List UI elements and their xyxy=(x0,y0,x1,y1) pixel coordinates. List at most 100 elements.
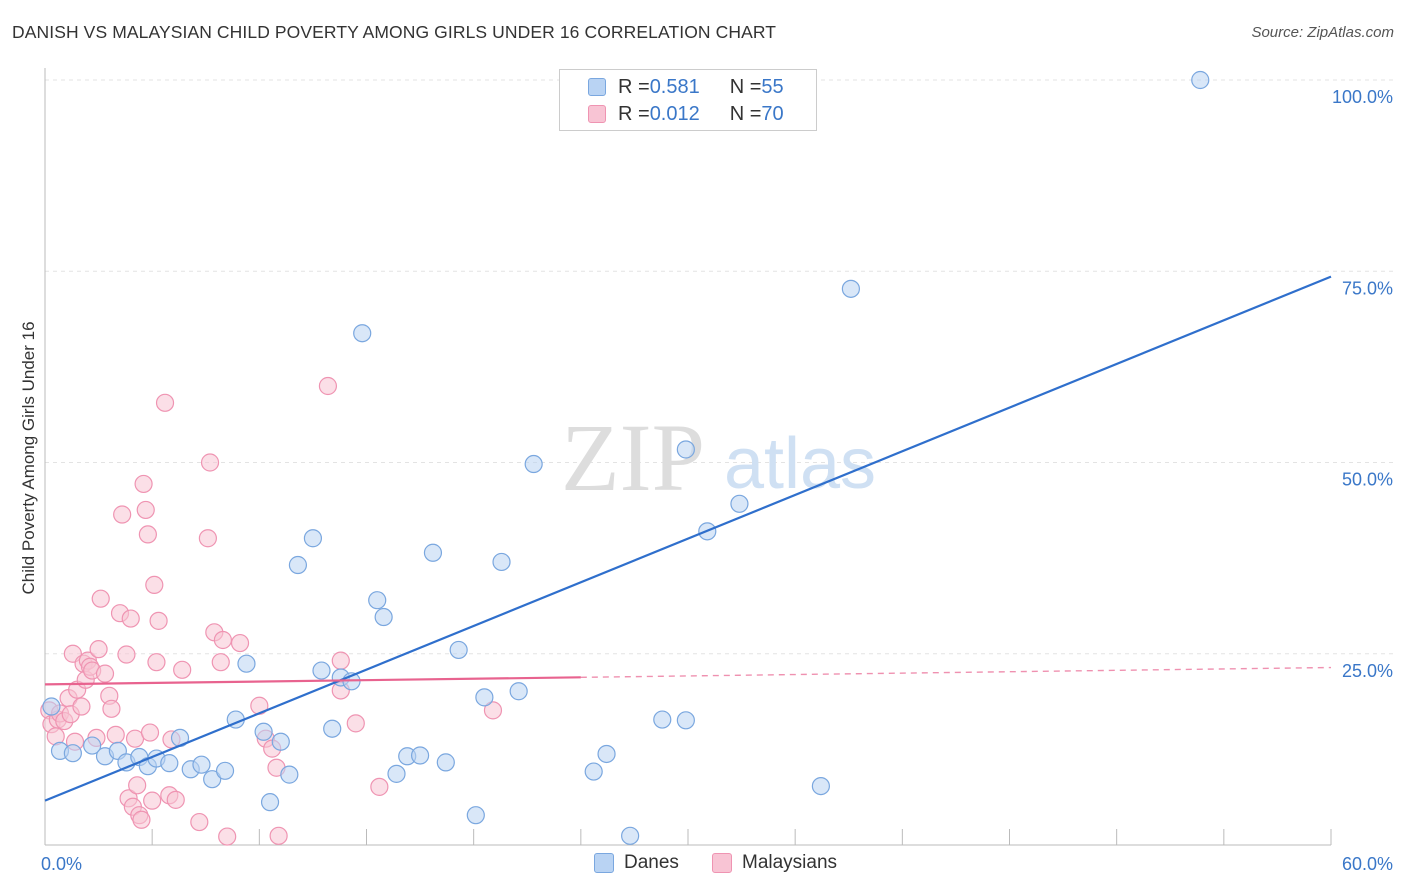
legend-r-label: R = xyxy=(618,102,650,125)
malaysians-point xyxy=(134,474,153,494)
legend-n-label: N = xyxy=(729,102,762,125)
danes-point xyxy=(811,776,830,796)
source-credit: Source: ZipAtlas.com xyxy=(1251,24,1394,41)
y-tick-label: 100.0% xyxy=(1332,87,1393,107)
legend-n-value-danes: 55 xyxy=(761,75,784,98)
malaysians-point xyxy=(331,651,350,670)
danes-point xyxy=(387,764,406,783)
legend-label-danes: Danes xyxy=(624,852,679,873)
danes-point xyxy=(203,770,222,789)
danes-point xyxy=(83,736,102,755)
chart-title: DANISH VS MALAYSIAN CHILD POVERTY AMONG … xyxy=(12,22,777,42)
y-axis-label: Child Poverty Among Girls Under 16 xyxy=(19,321,38,594)
legend-r-value-danes: 0.581 xyxy=(649,75,700,98)
malaysians-point xyxy=(138,525,157,544)
malaysians-point xyxy=(483,701,503,720)
malaysians-trend-line-extension xyxy=(580,666,1332,679)
legend-r-value-malaysians: 0.012 xyxy=(649,102,700,125)
malaysians-point xyxy=(166,790,185,809)
malaysians-point xyxy=(91,589,110,608)
malaysians-point xyxy=(113,505,132,524)
danes-point xyxy=(730,494,749,513)
malaysians-point xyxy=(121,609,140,628)
danes-point xyxy=(584,762,603,781)
malaysians-point xyxy=(143,791,162,810)
malaysians-point xyxy=(200,453,220,472)
danes-point xyxy=(653,710,672,729)
malaysians-point xyxy=(211,653,230,672)
malaysians-trend-line xyxy=(44,676,581,686)
danes-point xyxy=(492,552,511,572)
malaysians-point xyxy=(346,714,365,733)
malaysians-point xyxy=(370,777,389,796)
danes-legend-icon xyxy=(594,853,614,873)
danes-point xyxy=(621,826,640,845)
x-tick-label: 60.0% xyxy=(1342,854,1393,874)
y-tick-label: 75.0% xyxy=(1342,278,1393,298)
malaysians-point xyxy=(269,826,288,845)
malaysians-point xyxy=(218,827,237,846)
danes-point xyxy=(254,722,273,741)
danes-point xyxy=(449,640,468,660)
danes-point xyxy=(160,754,179,773)
danes-point xyxy=(374,607,393,627)
malaysians-point xyxy=(89,640,108,659)
legend-n-label: N = xyxy=(729,75,762,98)
malaysians-point xyxy=(155,393,175,412)
danes-point xyxy=(841,279,860,298)
danes-point xyxy=(524,454,543,474)
malaysians-point xyxy=(190,812,209,832)
malaysians-point xyxy=(132,810,151,829)
danes-point xyxy=(410,746,430,765)
malaysians-point xyxy=(213,630,232,650)
danes-point xyxy=(237,654,256,673)
danes-point xyxy=(215,761,235,780)
malaysians-point xyxy=(140,723,160,742)
danes-point xyxy=(466,806,485,825)
danes-point xyxy=(353,324,372,343)
danes-point xyxy=(676,711,695,730)
bottom-legend-danes: Danes xyxy=(594,852,679,874)
malaysians-point xyxy=(102,699,121,718)
legend-row-danes: R = 0.581 N = 55 xyxy=(588,75,784,99)
correlation-legend: R = 0.581 N = 55 R = 0.012 N = 70 xyxy=(559,69,817,131)
danes-point xyxy=(1191,70,1210,90)
danes-point xyxy=(323,719,342,738)
danes-point xyxy=(63,744,82,763)
malaysians-point xyxy=(106,725,125,744)
malaysians-swatch-icon xyxy=(588,105,606,123)
danes-point xyxy=(509,682,528,701)
danes-point xyxy=(303,529,323,548)
bottom-legend-malaysians: Malaysians xyxy=(712,852,837,874)
danes-point xyxy=(597,744,616,764)
danes-point xyxy=(368,591,387,610)
malaysians-point xyxy=(149,611,168,630)
malaysians-point xyxy=(136,500,155,520)
y-tick-label: 25.0% xyxy=(1342,661,1393,681)
malaysians-point xyxy=(230,633,250,653)
malaysians-legend-icon xyxy=(712,853,732,873)
x-tick-label: 0.0% xyxy=(41,854,82,874)
danes-point xyxy=(436,753,455,772)
danes-point xyxy=(280,765,299,784)
danes-point xyxy=(260,793,280,812)
malaysians-point xyxy=(147,653,166,672)
danes-point xyxy=(271,732,290,751)
watermark-atlas: atlas xyxy=(724,424,876,504)
danes-point xyxy=(475,688,494,707)
danes-point xyxy=(312,661,331,680)
malaysians-point xyxy=(173,660,192,679)
watermark-zip: ZIP xyxy=(561,404,705,511)
malaysians-point xyxy=(198,529,217,548)
malaysians-point xyxy=(318,376,338,396)
danes-point xyxy=(423,543,443,562)
legend-r-label: R = xyxy=(618,75,650,98)
malaysians-point xyxy=(95,664,115,683)
danes-swatch-icon xyxy=(588,78,606,96)
danes-point xyxy=(192,755,211,774)
danes-point xyxy=(288,555,308,575)
y-tick-label: 50.0% xyxy=(1342,470,1393,490)
legend-n-value-malaysians: 70 xyxy=(761,102,784,125)
malaysians-point xyxy=(145,575,164,595)
